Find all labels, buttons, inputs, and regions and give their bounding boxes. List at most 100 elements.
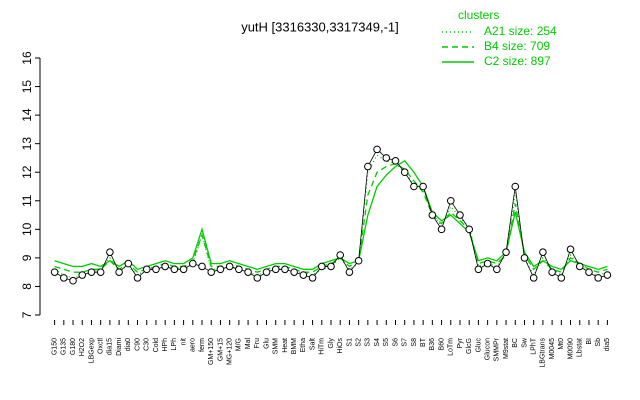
- x-tick-label: M0045: [549, 338, 556, 360]
- x-tick-label: LPh: [171, 338, 178, 351]
- x-tick-label: S4: [374, 338, 381, 347]
- x-tick-label: Heat: [282, 338, 289, 353]
- chart-title: yutH [3316330,3317349,-1]: [241, 19, 399, 34]
- sample-point: [262, 268, 271, 276]
- sample-point: [281, 265, 289, 274]
- legend-label: C2 size: 897: [484, 54, 551, 68]
- sample-point: [142, 265, 151, 274]
- sample-point: [327, 262, 335, 271]
- sample-point: [133, 274, 142, 282]
- x-tick-label: M0090: [567, 338, 574, 360]
- x-tick-label: Mal: [245, 338, 252, 350]
- sample-point: [382, 154, 391, 162]
- legend-label: A21 size: 254: [484, 24, 557, 38]
- sample-point: [271, 265, 280, 274]
- sample-point: [179, 265, 188, 274]
- sample-point: [78, 271, 87, 279]
- x-tick-label: ferm: [199, 338, 206, 352]
- x-tick-label: M/G: [236, 338, 243, 351]
- y-tick-label: 10: [20, 222, 34, 236]
- sample-point: [216, 265, 225, 274]
- sample-point: [520, 254, 529, 262]
- x-tick-label: Mt0: [558, 338, 565, 350]
- sample-point: [87, 268, 96, 276]
- x-tick-label: GM+150: [208, 338, 215, 365]
- sample-point: [115, 268, 123, 276]
- sample-point: [428, 211, 437, 219]
- x-tick-label: M9stat: [503, 338, 510, 359]
- sample-point: [511, 182, 520, 191]
- sample-point: [493, 265, 501, 274]
- x-tick-label: Pyr: [457, 337, 464, 348]
- x-tick-label: Lbstat: [577, 338, 584, 357]
- x-tick-label: Sb: [595, 338, 602, 347]
- legend-title: clusters: [458, 8, 499, 22]
- sample-point: [465, 225, 473, 234]
- sample-point: [235, 265, 243, 274]
- x-tick-label: HiTm: [319, 338, 326, 355]
- sample-point: [419, 182, 427, 191]
- x-tick-label: B36: [429, 338, 436, 351]
- x-tick-label: Gly: [328, 338, 335, 349]
- sample-point: [437, 225, 446, 234]
- sample-point: [317, 262, 326, 271]
- x-tick-label: B60: [438, 338, 445, 351]
- legend-label: B4 size: 709: [484, 39, 550, 53]
- x-tick-label: Salt: [309, 338, 316, 350]
- cluster-line: [54, 159, 608, 271]
- x-tick-label: LBGtrans: [540, 338, 547, 368]
- sample-point: [225, 262, 234, 271]
- sample-point: [189, 259, 197, 268]
- x-tick-label: Glucon: [484, 338, 491, 360]
- x-tick-label: dia0: [125, 338, 132, 351]
- x-tick-label: GM+15: [217, 338, 224, 361]
- x-tick-label: GlcG: [466, 338, 473, 354]
- x-tick-label: dia5: [604, 338, 611, 351]
- x-tick-label: LBGexp: [88, 338, 95, 363]
- x-tick-label: C30: [144, 338, 151, 351]
- x-tick-label: HPh: [162, 338, 169, 352]
- x-tick-label: S3: [365, 338, 372, 347]
- x-tick-label: G180: [70, 338, 77, 355]
- y-tick-label: 7: [20, 311, 34, 318]
- sample-point: [299, 271, 308, 279]
- y-tick-label: 13: [20, 137, 34, 151]
- sample-point: [410, 182, 418, 191]
- sample-point: [290, 268, 298, 276]
- x-tick-label: Oxctl: [98, 338, 105, 354]
- sample-point: [456, 211, 464, 219]
- y-tick-label: 15: [20, 80, 34, 94]
- sample-point: [170, 265, 179, 274]
- x-tick-label: LoTm: [448, 338, 455, 356]
- sample-point: [364, 162, 372, 171]
- sample-point: [96, 268, 105, 276]
- x-tick-label: Fru: [254, 338, 261, 349]
- x-tick-label: C90: [134, 338, 141, 351]
- sample-point: [244, 268, 252, 276]
- y-tick-label: 8: [20, 283, 34, 290]
- sample-point: [308, 274, 317, 282]
- sample-point: [354, 256, 363, 265]
- y-tick-label: 14: [20, 108, 34, 122]
- x-tick-label: nit: [180, 338, 187, 345]
- x-tick-label: S1: [346, 338, 353, 347]
- sample-point: [106, 248, 114, 256]
- sample-point: [594, 274, 602, 282]
- sample-point: [152, 265, 160, 274]
- sample-point: [529, 274, 538, 282]
- y-tick-label: 9: [20, 254, 34, 261]
- sample-point: [60, 274, 68, 282]
- y-tick-label: 11: [20, 194, 34, 207]
- sample-point: [50, 268, 59, 276]
- x-tick-label: H2O2: [79, 338, 86, 356]
- sample-point: [557, 274, 566, 282]
- x-tick-label: Sw: [521, 337, 528, 348]
- y-tick-label: 16: [20, 51, 34, 65]
- x-tick-label: LPhT: [531, 337, 538, 354]
- x-tick-label: G150: [51, 338, 58, 355]
- x-tick-label: S2: [355, 338, 362, 347]
- sample-point: [373, 145, 381, 154]
- x-tick-label: Etha: [300, 338, 307, 353]
- x-tick-label: BT: [420, 337, 427, 347]
- sample-point: [539, 248, 547, 256]
